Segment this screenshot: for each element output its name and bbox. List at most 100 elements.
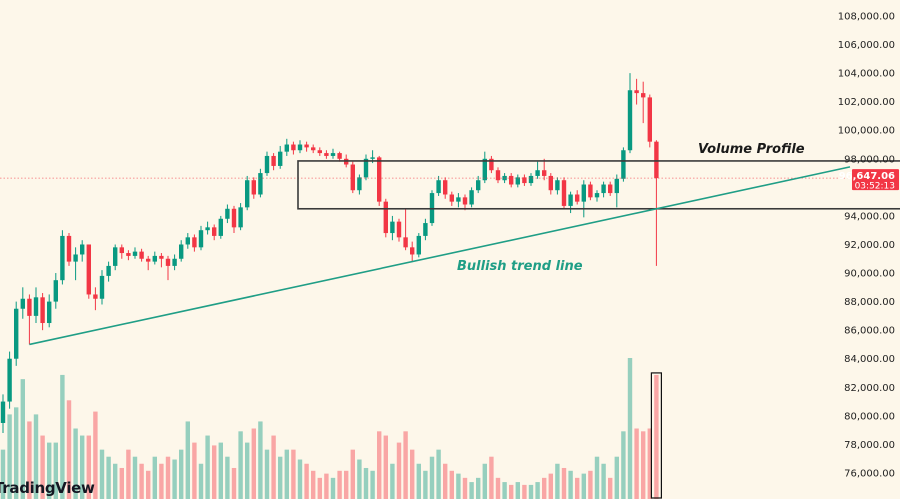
volume-bar bbox=[627, 358, 633, 499]
price-axis-tick: 80,000.00 bbox=[844, 411, 895, 422]
candle-body bbox=[47, 301, 52, 324]
volume-bar bbox=[575, 477, 580, 499]
candle-body bbox=[436, 180, 441, 194]
candle-body bbox=[119, 247, 124, 254]
candle-body bbox=[357, 177, 362, 191]
volume-bar bbox=[205, 435, 210, 499]
volume-bar bbox=[20, 379, 25, 499]
price-axis-tick: 100,000.00 bbox=[838, 126, 895, 137]
volume-bar bbox=[462, 477, 468, 499]
volume-bar bbox=[390, 463, 395, 499]
volume-bar bbox=[86, 435, 91, 499]
volume-bar bbox=[357, 459, 362, 499]
candle-body bbox=[218, 218, 223, 236]
candle-body bbox=[410, 247, 415, 255]
candle-body bbox=[561, 180, 567, 206]
volume-bar bbox=[27, 421, 32, 499]
candle-body bbox=[40, 297, 45, 324]
volume-bar bbox=[654, 374, 659, 499]
candle-body bbox=[608, 184, 613, 194]
price-axis[interactable]: 108,000.00 106,000.00 104,000.00 102,000.00… bbox=[838, 12, 899, 480]
candle-body bbox=[390, 221, 395, 234]
candles bbox=[0, 73, 659, 433]
volume-bar bbox=[218, 442, 223, 499]
candle-body bbox=[264, 155, 270, 174]
volume-bar bbox=[542, 477, 547, 499]
candle-body bbox=[291, 144, 296, 151]
candle-body bbox=[86, 244, 91, 295]
volume-bar bbox=[238, 431, 243, 499]
candle-body bbox=[7, 358, 12, 402]
candle-body bbox=[383, 201, 388, 234]
candle-body bbox=[396, 221, 402, 238]
candle-body bbox=[66, 235, 72, 262]
volume-bar bbox=[47, 442, 52, 499]
volume-bar bbox=[172, 459, 177, 499]
volume-bar bbox=[0, 449, 6, 499]
candle-body bbox=[634, 90, 639, 94]
price-axis-tick: 82,000.00 bbox=[844, 383, 895, 394]
candle-body bbox=[489, 158, 494, 171]
volume-bar bbox=[436, 449, 441, 499]
candle-body bbox=[443, 180, 448, 195]
candle-body bbox=[14, 308, 19, 359]
volume-bar bbox=[568, 470, 573, 499]
volume-bar bbox=[429, 456, 435, 499]
volume-bar bbox=[515, 482, 520, 499]
candle-body bbox=[535, 170, 540, 176]
candle-body bbox=[614, 178, 619, 194]
volume-bar bbox=[99, 449, 105, 499]
candle-body bbox=[350, 164, 355, 191]
candle-body bbox=[159, 255, 164, 259]
candle-body bbox=[172, 258, 177, 266]
price-axis-tick: 84,000.00 bbox=[844, 354, 895, 365]
volume-bar bbox=[284, 449, 289, 499]
price-axis-tick: 104,000.00 bbox=[838, 69, 895, 80]
candle-body bbox=[548, 175, 553, 191]
price-axis-tick: 90,000.00 bbox=[844, 269, 895, 280]
volume-bar bbox=[370, 470, 375, 499]
candle-body bbox=[106, 265, 111, 276]
volume-bar bbox=[383, 435, 388, 499]
volume-bars bbox=[0, 358, 663, 499]
candle-body bbox=[179, 244, 184, 259]
volume-bar bbox=[416, 463, 421, 499]
volume-bar bbox=[192, 442, 197, 499]
volume-bar bbox=[291, 449, 296, 499]
volume-bar bbox=[509, 484, 514, 499]
candle-body bbox=[251, 180, 256, 195]
volume-bar bbox=[245, 442, 250, 499]
drawings: Volume Profile Bullish trend line bbox=[0, 142, 900, 346]
volume-bar bbox=[198, 463, 204, 499]
volume-bar bbox=[489, 456, 494, 499]
candle-body bbox=[363, 158, 369, 178]
candle-body bbox=[581, 184, 586, 202]
volume-bar bbox=[561, 467, 567, 499]
volume-bar bbox=[594, 456, 600, 499]
volume-bar bbox=[456, 473, 461, 499]
candle-body bbox=[258, 173, 263, 195]
volume-bar bbox=[231, 467, 237, 499]
candle-body bbox=[542, 170, 547, 176]
candle-body bbox=[33, 297, 39, 316]
candle-body bbox=[126, 253, 131, 256]
volume-bar bbox=[522, 484, 527, 499]
candle-body bbox=[482, 158, 487, 181]
volume-bar bbox=[548, 473, 553, 499]
volume-bar bbox=[251, 428, 256, 499]
volume-bar bbox=[179, 449, 184, 499]
candle-body bbox=[20, 298, 25, 309]
candle-body bbox=[0, 401, 6, 423]
candle-body bbox=[568, 194, 573, 206]
volume-bar bbox=[469, 482, 474, 499]
candle-body bbox=[528, 175, 534, 184]
candle-body bbox=[469, 190, 474, 205]
volume-bar bbox=[396, 442, 402, 499]
volume-bar bbox=[443, 463, 448, 499]
volume-bar bbox=[311, 470, 316, 499]
volume-bar bbox=[502, 482, 507, 499]
candle-body bbox=[456, 197, 461, 202]
volume-bar bbox=[377, 431, 382, 499]
price-axis-tick: 76,000.00 bbox=[844, 468, 895, 479]
